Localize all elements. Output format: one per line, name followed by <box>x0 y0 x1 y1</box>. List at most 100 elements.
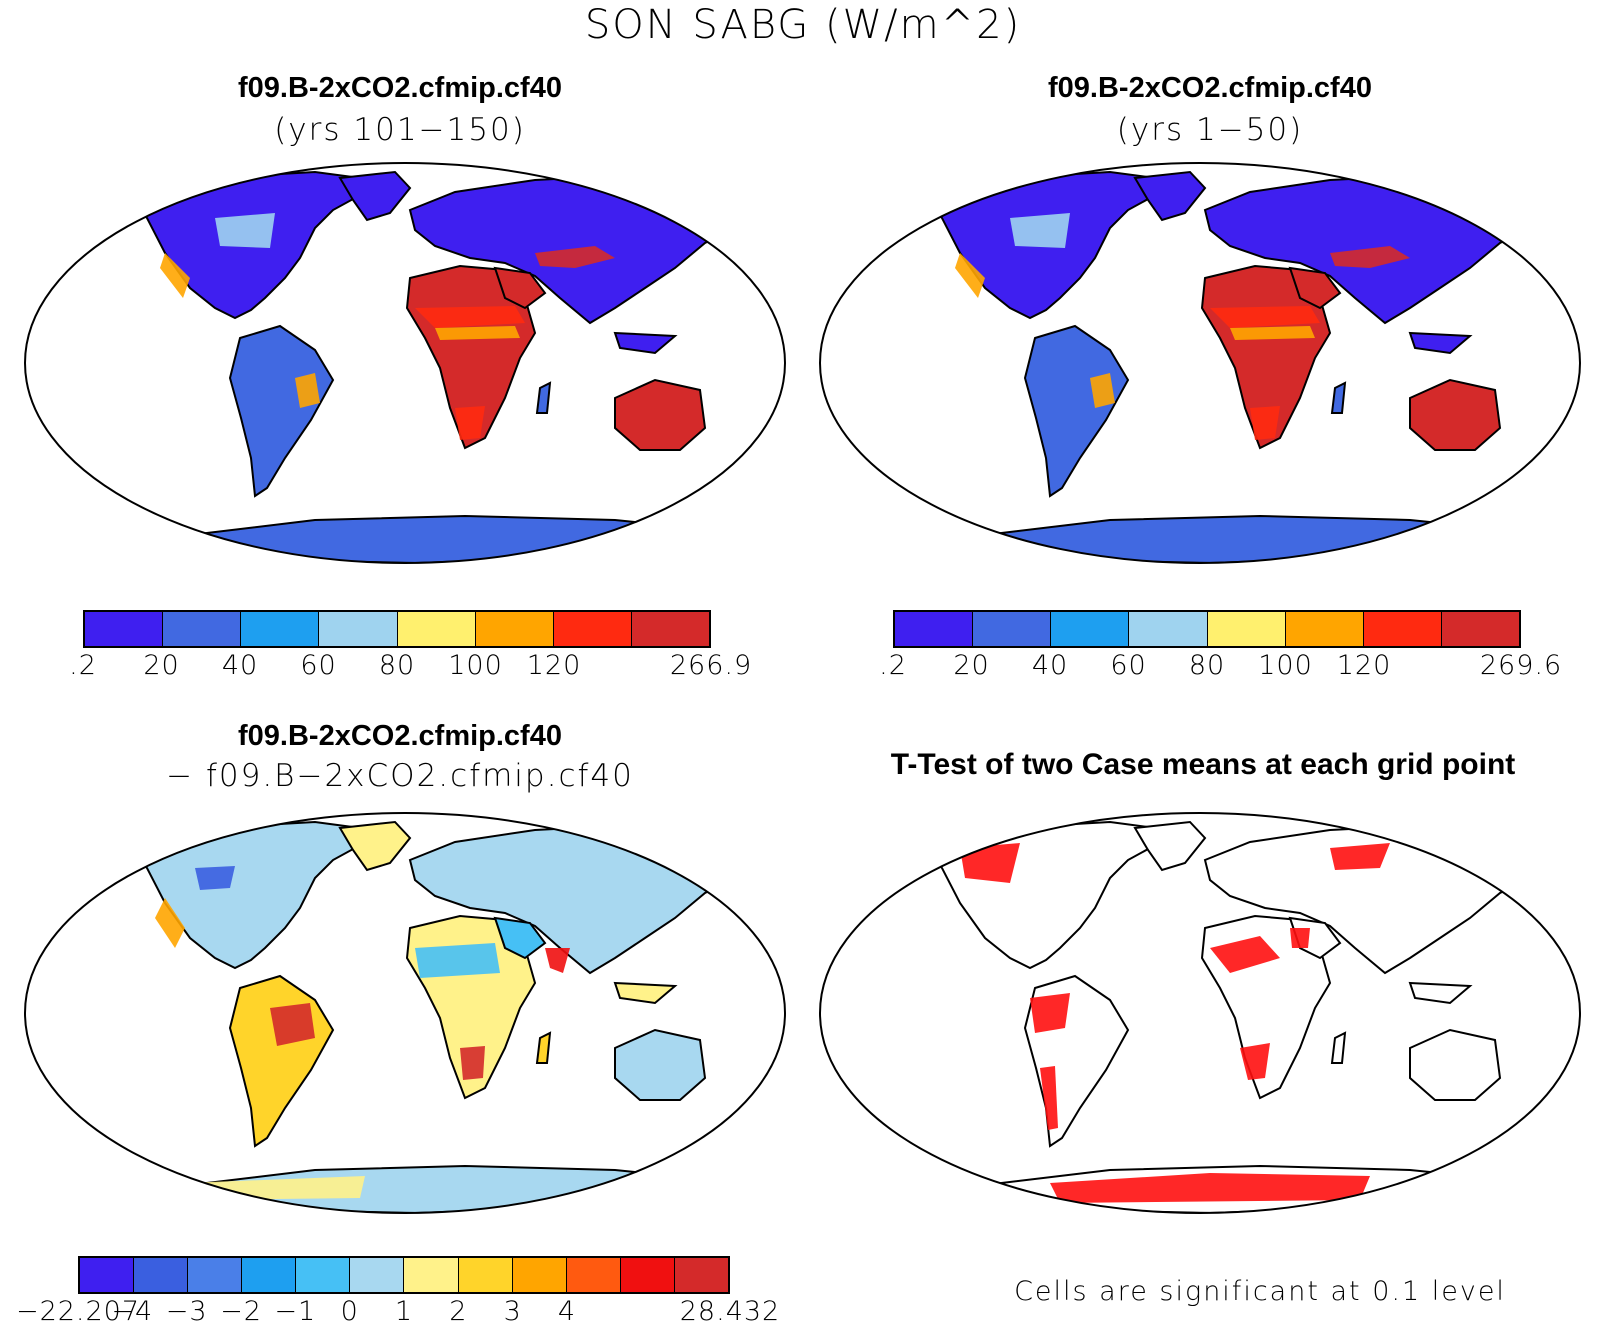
shaded-region <box>415 306 525 328</box>
colorbar-label: 100 <box>1258 650 1313 681</box>
shaded-region <box>1330 843 1390 870</box>
colorbar-label: 80 <box>1188 650 1226 681</box>
colorbar-label: 20 <box>953 650 990 681</box>
colorbar-swatch <box>1441 612 1519 646</box>
shaded-region <box>270 1003 315 1046</box>
shaded-region <box>955 253 985 298</box>
shaded-region <box>545 948 570 973</box>
continent-southAmerica <box>1023 324 1130 498</box>
colorbar-swatch <box>241 612 320 646</box>
colorbar-diff <box>78 1256 730 1294</box>
colorbar-swatch <box>397 612 476 646</box>
colorbar-swatch <box>1207 612 1286 646</box>
shaded-region <box>1290 928 1310 948</box>
continent-madagascar <box>1330 381 1347 414</box>
colorbar-label: 60 <box>1110 650 1147 681</box>
shaded-region <box>195 866 235 890</box>
map-border <box>24 812 786 1214</box>
continent-australia <box>614 378 707 451</box>
significance-note: Cells are significant at 0.1 level <box>1014 1276 1506 1307</box>
map-border <box>819 162 1581 564</box>
continent-southAmerica <box>228 324 335 498</box>
map-panel-case2 <box>819 162 1581 564</box>
continent-madagascar <box>535 1031 552 1064</box>
map-panel-diff <box>24 812 786 1214</box>
map-panel-case1 <box>24 162 786 564</box>
continent-arabia <box>493 266 547 310</box>
colorbar-swatch <box>188 1258 243 1292</box>
colorbar-swatch <box>475 612 554 646</box>
shaded-region <box>1030 993 1070 1033</box>
continent-australia <box>614 1028 707 1101</box>
colorbar-swatch <box>1285 612 1364 646</box>
colorbar-swatch <box>620 1258 675 1292</box>
continent-northAmerica <box>923 820 1157 970</box>
colorbar-swatch <box>1129 612 1208 646</box>
shaded-region <box>1040 1066 1058 1130</box>
colorbar-label: 1 <box>394 1296 414 1327</box>
shaded-region <box>185 1176 365 1200</box>
shaded-region <box>960 843 1020 883</box>
continent-madagascar <box>535 381 552 414</box>
continent-southAmerica <box>228 974 335 1148</box>
colorbar-label: 80 <box>378 650 416 681</box>
colorbar-swatch <box>553 612 632 646</box>
colorbar-case2 <box>893 610 1521 648</box>
colorbar-label: 3 <box>503 1296 522 1327</box>
panel-title-case1: f09.B-2xCO2.cfmip.cf40 <box>238 72 562 104</box>
colorbar-swatch <box>973 612 1052 646</box>
continent-arabia <box>493 916 547 960</box>
panel-subtitle-case1: (yrs 101−150) <box>274 112 526 148</box>
shaded-region <box>1090 373 1115 408</box>
colorbar-swatch <box>242 1258 297 1292</box>
colorbar-swatch <box>319 612 398 646</box>
shaded-region <box>1240 1043 1270 1080</box>
colorbar-label: 40 <box>221 650 259 681</box>
continent-greenland <box>338 170 412 222</box>
continent-arabia <box>1288 266 1342 310</box>
map-border <box>819 812 1581 1214</box>
colorbar-swatch <box>458 1258 513 1292</box>
colorbar-label: −2 <box>220 1296 262 1327</box>
colorbar-label: 2 <box>449 1296 468 1327</box>
shaded-region <box>535 246 615 268</box>
shaded-region <box>460 1046 485 1080</box>
colorbar-swatch <box>1363 612 1442 646</box>
colorbar-label: 266.9 <box>669 650 753 681</box>
colorbar-label: −3 <box>165 1296 208 1327</box>
colorbar-label: 120 <box>1336 650 1392 681</box>
colorbar-label: 269.6 <box>1479 650 1563 681</box>
shaded-region <box>1330 246 1410 268</box>
shaded-region <box>1050 1173 1370 1203</box>
colorbar-label: −22.207 <box>15 1296 141 1327</box>
continent-greenland <box>1133 820 1207 872</box>
colorbar-swatch <box>895 612 974 646</box>
colorbar-case1 <box>83 610 711 648</box>
shaded-region <box>295 373 320 408</box>
continent-greenland <box>338 820 412 872</box>
shaded-region <box>1210 306 1320 328</box>
colorbar-swatch <box>566 1258 621 1292</box>
colorbar-label: 28.432 <box>679 1296 781 1327</box>
continent-australia <box>1409 378 1502 451</box>
shaded-region <box>160 253 190 298</box>
colorbar-label: −1 <box>274 1296 317 1327</box>
colorbar-label: 4 <box>557 1296 577 1327</box>
colorbar-label: 40 <box>1031 650 1069 681</box>
colorbar-label: 100 <box>448 650 503 681</box>
figure-title: SON SABG (W/m^2) <box>584 2 1022 48</box>
shaded-region <box>1210 936 1280 973</box>
colorbar-swatch <box>134 1258 189 1292</box>
shaded-region <box>1230 326 1315 340</box>
colorbar-swatch <box>85 612 164 646</box>
shaded-region <box>215 213 275 248</box>
continent-northAmerica <box>128 820 362 970</box>
panel-title-diff: f09.B-2xCO2.cfmip.cf40 <box>238 720 562 752</box>
colorbar-swatch <box>512 1258 567 1292</box>
continent-indonesia <box>613 981 678 1005</box>
colorbar-label: 60 <box>300 650 337 681</box>
colorbar-label: .2 <box>879 650 907 681</box>
colorbar-label: 20 <box>143 650 180 681</box>
continent-indonesia <box>613 331 678 355</box>
map-panel-ttest <box>819 812 1581 1214</box>
